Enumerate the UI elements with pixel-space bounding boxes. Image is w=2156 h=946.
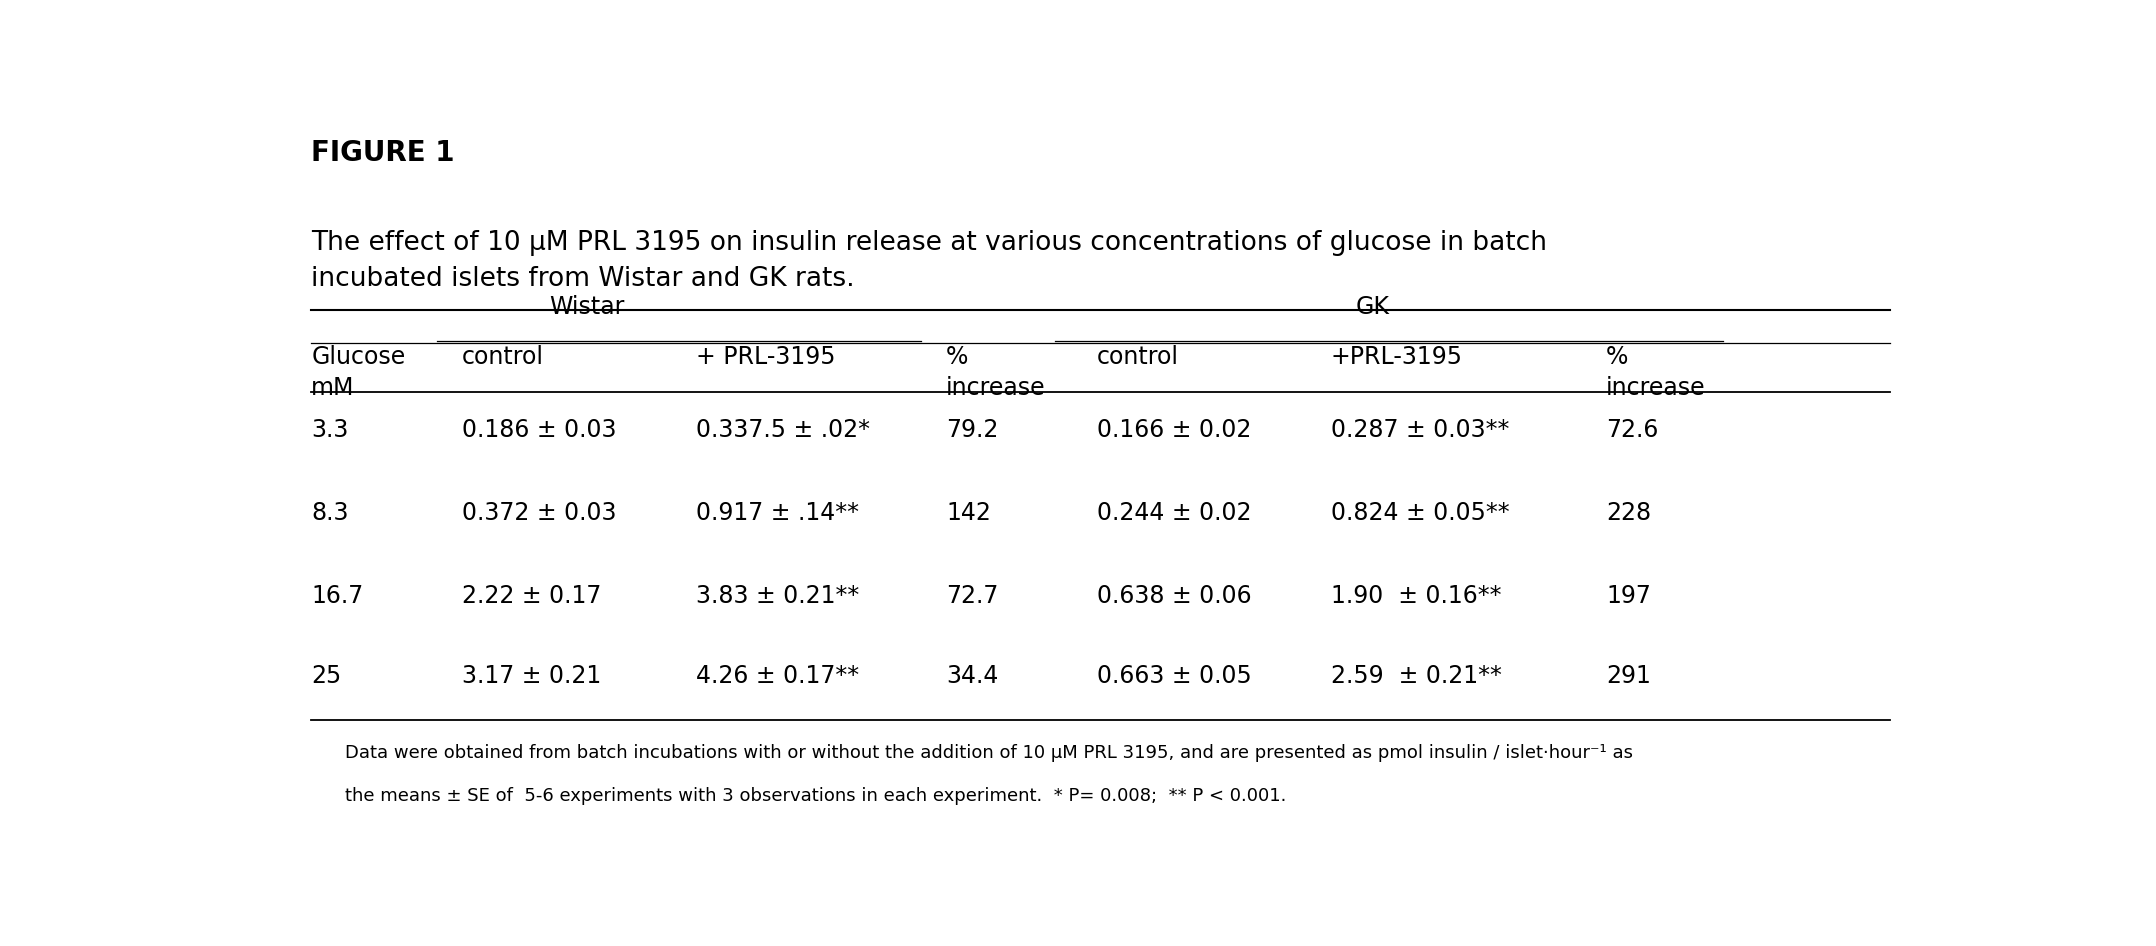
Text: 79.2: 79.2	[946, 418, 998, 443]
Text: 72.7: 72.7	[946, 584, 998, 607]
Text: 0.663 ± 0.05: 0.663 ± 0.05	[1097, 664, 1250, 688]
Text: 1.90  ± 0.16**: 1.90 ± 0.16**	[1330, 584, 1501, 607]
Text: The effect of 10 μM PRL 3195 on insulin release at various concentrations of glu: The effect of 10 μM PRL 3195 on insulin …	[310, 230, 1548, 256]
Text: Wistar: Wistar	[550, 295, 625, 319]
Text: Glucose
mM: Glucose mM	[310, 345, 405, 400]
Text: GK: GK	[1356, 295, 1388, 319]
Text: 0.337.5 ± .02*: 0.337.5 ± .02*	[696, 418, 869, 443]
Text: 142: 142	[946, 500, 992, 525]
Text: %
increase: % increase	[1606, 345, 1705, 400]
Text: 3.17 ± 0.21: 3.17 ± 0.21	[461, 664, 602, 688]
Text: incubated islets from Wistar and GK rats.: incubated islets from Wistar and GK rats…	[310, 267, 856, 292]
Text: 0.287 ± 0.03**: 0.287 ± 0.03**	[1330, 418, 1509, 443]
Text: 2.22 ± 0.17: 2.22 ± 0.17	[461, 584, 602, 607]
Text: the means ± SE of  5-6 experiments with 3 observations in each experiment.  * P=: the means ± SE of 5-6 experiments with 3…	[345, 787, 1287, 805]
Text: 0.638 ± 0.06: 0.638 ± 0.06	[1097, 584, 1250, 607]
Text: FIGURE 1: FIGURE 1	[310, 139, 455, 167]
Text: 8.3: 8.3	[310, 500, 349, 525]
Text: 0.372 ± 0.03: 0.372 ± 0.03	[461, 500, 617, 525]
Text: +PRL-3195: +PRL-3195	[1330, 345, 1462, 369]
Text: 0.917 ± .14**: 0.917 ± .14**	[696, 500, 858, 525]
Text: 0.824 ± 0.05**: 0.824 ± 0.05**	[1330, 500, 1509, 525]
Text: 0.166 ± 0.02: 0.166 ± 0.02	[1097, 418, 1250, 443]
Text: %
increase: % increase	[946, 345, 1046, 400]
Text: control: control	[1097, 345, 1179, 369]
Text: 4.26 ± 0.17**: 4.26 ± 0.17**	[696, 664, 858, 688]
Text: 197: 197	[1606, 584, 1651, 607]
Text: 228: 228	[1606, 500, 1651, 525]
Text: Data were obtained from batch incubations with or without the addition of 10 μM : Data were obtained from batch incubation…	[345, 744, 1632, 762]
Text: 2.59  ± 0.21**: 2.59 ± 0.21**	[1330, 664, 1501, 688]
Text: 291: 291	[1606, 664, 1651, 688]
Text: control: control	[461, 345, 543, 369]
Text: 16.7: 16.7	[310, 584, 364, 607]
Text: 3.3: 3.3	[310, 418, 349, 443]
Text: + PRL-3195: + PRL-3195	[696, 345, 834, 369]
Text: 0.186 ± 0.03: 0.186 ± 0.03	[461, 418, 617, 443]
Text: 34.4: 34.4	[946, 664, 998, 688]
Text: 0.244 ± 0.02: 0.244 ± 0.02	[1097, 500, 1250, 525]
Text: 3.83 ± 0.21**: 3.83 ± 0.21**	[696, 584, 858, 607]
Text: 25: 25	[310, 664, 341, 688]
Text: 72.6: 72.6	[1606, 418, 1658, 443]
